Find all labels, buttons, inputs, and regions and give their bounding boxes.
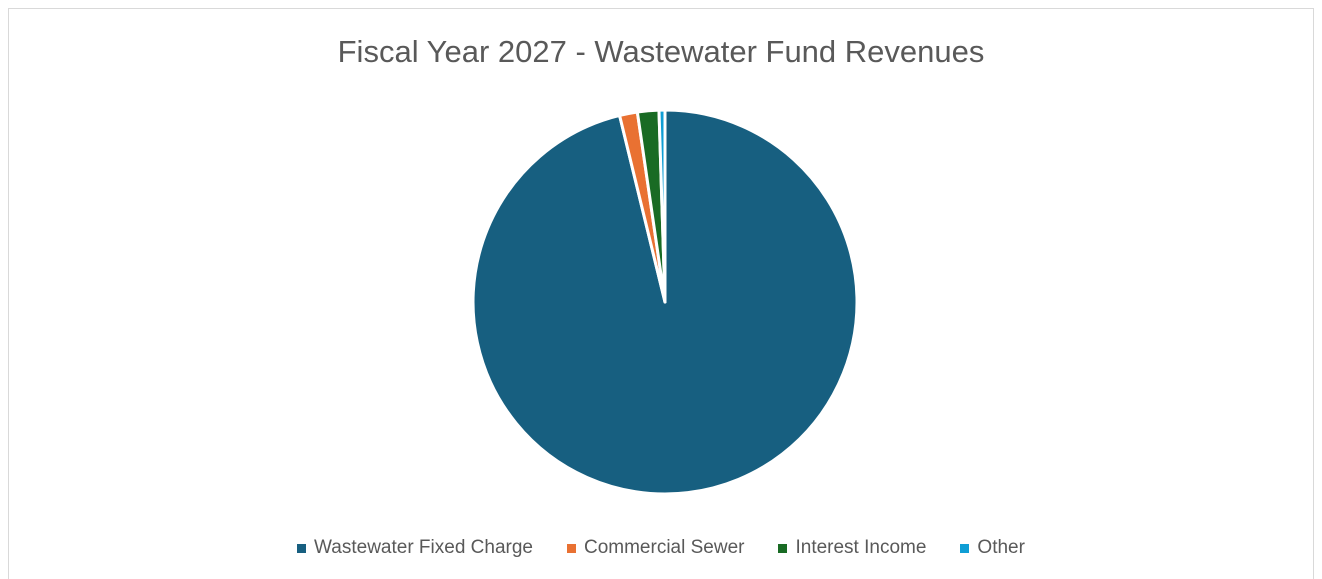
pie-slices <box>471 108 859 496</box>
legend-label: Other <box>977 537 1025 558</box>
legend-swatch <box>566 543 576 553</box>
legend-swatch <box>778 543 788 553</box>
legend-swatch <box>297 543 307 553</box>
legend-item-wastewater-fixed-charge: Wastewater Fixed Charge <box>297 537 533 559</box>
legend: Wastewater Fixed Charge Commercial Sewer… <box>0 535 1322 561</box>
legend-label: Commercial Sewer <box>583 537 745 558</box>
legend-item-commercial-sewer: Commercial Sewer <box>566 537 745 559</box>
chart-title: Fiscal Year 2027 - Wastewater Fund Reven… <box>337 34 985 69</box>
legend-item-other: Other <box>960 537 1025 559</box>
legend-item-interest-income: Interest Income <box>778 537 926 559</box>
legend-label: Wastewater Fixed Charge <box>314 537 533 558</box>
pie-slice-other <box>657 108 667 304</box>
legend-label: Interest Income <box>795 537 927 558</box>
legend-swatch <box>960 543 970 553</box>
